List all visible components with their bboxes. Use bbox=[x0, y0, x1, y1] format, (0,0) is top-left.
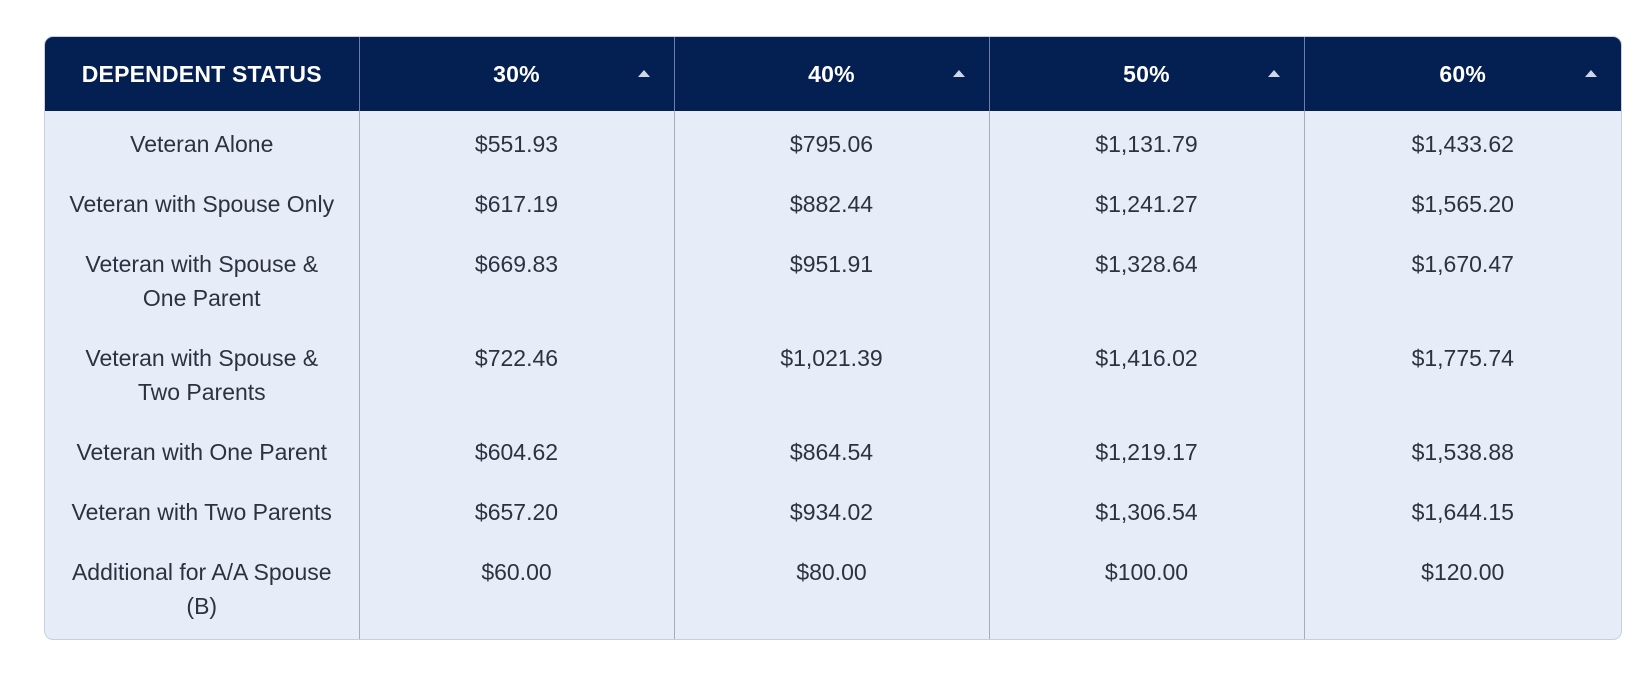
rate-cell: $1,306.54 bbox=[989, 479, 1305, 539]
rate-cell: $882.44 bbox=[674, 171, 990, 231]
column-header-dependent-status: DEPENDENT STATUS bbox=[45, 37, 360, 111]
rate-cell: $617.19 bbox=[359, 171, 675, 231]
rate-cell: $1,538.88 bbox=[1411, 439, 1514, 465]
table-header-row: DEPENDENT STATUS 30% 40% 50% 60% bbox=[45, 37, 1621, 111]
rate-cell: $1,433.62 bbox=[1411, 131, 1514, 157]
rate-cell: $934.02 bbox=[674, 479, 990, 539]
dependent-status-cell: Veteran with Spouse & Two Parents bbox=[45, 325, 360, 419]
rate-cell: $1,644.15 bbox=[1411, 499, 1514, 525]
rate-cell: $864.54 bbox=[674, 419, 990, 479]
column-header-label: 30% bbox=[493, 60, 540, 87]
rate-cell: $1,670.47 bbox=[1411, 251, 1514, 277]
rate-cell: $1,416.02 bbox=[989, 325, 1305, 419]
compensation-rates-table: DEPENDENT STATUS 30% 40% 50% 60% bbox=[45, 37, 1621, 639]
sort-ascending-icon[interactable] bbox=[1585, 70, 1597, 77]
table-row: Veteran with Spouse Only $617.19 $882.44… bbox=[45, 171, 1621, 231]
table-row: Additional for A/A Spouse (B) $60.00 $80… bbox=[45, 539, 1621, 639]
column-header-30-percent[interactable]: 30% bbox=[359, 37, 675, 111]
column-header-label: 60% bbox=[1439, 60, 1487, 87]
rate-cell: $1,131.79 bbox=[989, 111, 1305, 171]
rate-cell: $951.91 bbox=[674, 231, 990, 325]
sort-ascending-icon[interactable] bbox=[637, 70, 650, 77]
dependent-status-cell: Veteran Alone bbox=[45, 111, 360, 171]
column-header-label: 40% bbox=[808, 60, 855, 87]
rate-cell: $1,565.20 bbox=[1411, 191, 1514, 217]
sort-ascending-icon[interactable] bbox=[1267, 70, 1280, 77]
rate-cell: $1,328.64 bbox=[989, 231, 1305, 325]
rate-cell: $722.46 bbox=[359, 325, 675, 419]
rate-cell: $657.20 bbox=[359, 479, 675, 539]
rate-cell: $1,775.74 bbox=[1411, 345, 1514, 371]
table-row: Veteran with One Parent $604.62 $864.54 … bbox=[45, 419, 1621, 479]
rate-cell: $80.00 bbox=[674, 539, 990, 639]
rate-cell: $1,021.39 bbox=[674, 325, 990, 419]
sort-ascending-icon[interactable] bbox=[952, 70, 965, 77]
rate-cell: $795.06 bbox=[674, 111, 990, 171]
dependent-status-cell: Additional for A/A Spouse (B) bbox=[45, 539, 360, 639]
column-header-60-percent[interactable]: 60% bbox=[1304, 37, 1621, 111]
dependent-status-cell: Veteran with One Parent bbox=[45, 419, 360, 479]
rate-cell: $60.00 bbox=[359, 539, 675, 639]
rate-cell: $669.83 bbox=[359, 231, 675, 325]
rate-cell: $1,241.27 bbox=[989, 171, 1305, 231]
dependent-status-cell: Veteran with Spouse Only bbox=[45, 171, 360, 231]
table-row: Veteran Alone $551.93 $795.06 $1,131.79 … bbox=[45, 111, 1621, 171]
rate-cell: $120.00 bbox=[1421, 559, 1505, 585]
rate-cell: $1,219.17 bbox=[989, 419, 1305, 479]
dependent-status-cell: Veteran with Two Parents bbox=[45, 479, 360, 539]
rates-table-container: DEPENDENT STATUS 30% 40% 50% 60% bbox=[44, 36, 1622, 640]
column-header-50-percent[interactable]: 50% bbox=[989, 37, 1305, 111]
column-header-label: 50% bbox=[1123, 60, 1170, 87]
rate-cell: $100.00 bbox=[989, 539, 1305, 639]
column-header-40-percent[interactable]: 40% bbox=[674, 37, 990, 111]
dependent-status-cell: Veteran with Spouse & One Parent bbox=[45, 231, 360, 325]
table-row: Veteran with Spouse & One Parent $669.83… bbox=[45, 231, 1621, 325]
rate-cell: $551.93 bbox=[359, 111, 675, 171]
table-row: Veteran with Spouse & Two Parents $722.4… bbox=[45, 325, 1621, 419]
table-row: Veteran with Two Parents $657.20 $934.02… bbox=[45, 479, 1621, 539]
column-header-label: DEPENDENT STATUS bbox=[81, 60, 322, 87]
rate-cell: $604.62 bbox=[359, 419, 675, 479]
